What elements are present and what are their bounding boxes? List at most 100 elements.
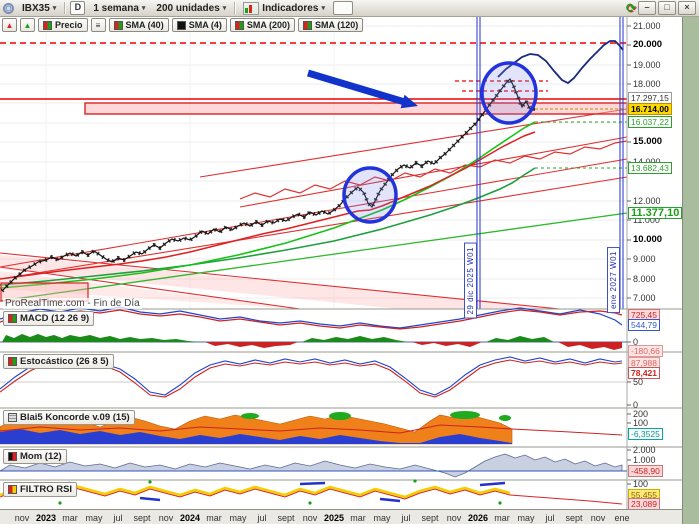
x-axis-year-label: 2023 xyxy=(35,513,57,523)
sma200-legend-chip[interactable]: SMA (200) xyxy=(229,18,296,32)
extra-toolbar-button[interactable] xyxy=(332,1,353,15)
x-axis-label: sept xyxy=(133,513,151,523)
timeframe-label: 1 semana xyxy=(93,2,139,14)
chart-canvas[interactable] xyxy=(0,17,682,509)
sma120-color-icon xyxy=(303,20,313,30)
sma200-value-label: 13.682,43 xyxy=(628,162,672,174)
price-tick: 10.000 xyxy=(633,234,663,245)
koncorde-color-icon xyxy=(8,413,17,422)
timeframe-dropdown[interactable]: 1 semana ▾ xyxy=(90,2,148,15)
sma40-legend-chip[interactable]: SMA (40) xyxy=(108,18,169,32)
x-axis-label: may xyxy=(85,513,103,523)
close-button[interactable]: × xyxy=(678,1,696,15)
rsi-yellow-line xyxy=(0,484,511,499)
rsi-green-dots xyxy=(58,479,502,505)
time-axis[interactable]: nov 2023 mar may jul sept nov 2024 mar m… xyxy=(0,509,682,524)
move-up-green-button[interactable]: ▲ xyxy=(20,18,35,32)
sma4-color-icon xyxy=(176,20,186,30)
x-axis-year-label: 2025 xyxy=(323,513,345,523)
minimize-button[interactable]: – xyxy=(638,1,656,15)
units-label: 200 unidades xyxy=(156,2,220,14)
price-tick: 21.000 xyxy=(633,21,661,31)
x-axis-label: nov xyxy=(446,513,462,523)
green-trendline xyxy=(0,212,628,302)
sma200-line xyxy=(0,167,536,286)
gridlines xyxy=(0,17,627,309)
projection-line xyxy=(497,40,624,85)
daily-button[interactable]: D xyxy=(70,1,86,15)
date-marker-label-1[interactable]: 29 dic 2025 W01 xyxy=(464,243,477,319)
units-dropdown[interactable]: 200 unidades ▾ xyxy=(153,2,229,15)
x-axis-label: nov xyxy=(590,513,606,523)
x-axis-year-label: 2026 xyxy=(467,513,489,523)
price-legend-chip[interactable]: Precio xyxy=(38,18,88,32)
x-axis-label: may xyxy=(517,513,535,523)
x-axis-label: sept xyxy=(421,513,439,523)
stochastic-panel-chip[interactable]: Estocástico (26 8 5) xyxy=(3,354,114,369)
rsi-red-line xyxy=(0,487,623,505)
refresh-icon[interactable]: ⟳ xyxy=(625,1,636,15)
x-axis-label: mar xyxy=(350,513,366,523)
x-axis-label: sept xyxy=(277,513,295,523)
trendline-value-label: 11.377,10 xyxy=(628,207,683,219)
price-tick: 12.000 xyxy=(633,196,661,206)
macd-line-value: 544,79 xyxy=(628,319,660,331)
sma120-legend-chip[interactable]: SMA (120) xyxy=(298,18,364,32)
stochastic-color-icon xyxy=(8,357,17,366)
indicators-dropdown[interactable]: Indicadores ▾ xyxy=(240,1,328,15)
panel-dividers xyxy=(0,308,682,481)
x-axis-label: may xyxy=(373,513,391,523)
koncorde-red-line xyxy=(0,424,623,436)
macd-panel-chip[interactable]: MACD (12 26 9) xyxy=(3,311,95,326)
koncorde-panel-chip[interactable]: Blai5 Koncorde v.09 (15) xyxy=(3,410,135,425)
chevron-down-icon: ▾ xyxy=(222,5,227,12)
x-axis-year-label: 2024 xyxy=(179,513,201,523)
workspace-link-icon[interactable] xyxy=(3,2,14,14)
indicators-label: Indicadores xyxy=(262,2,319,14)
momentum-panel-chip[interactable]: Mom (12) xyxy=(3,449,67,464)
momentum-panel xyxy=(0,453,627,478)
price-tick: 19.000 xyxy=(633,60,661,70)
x-axis-label: nov xyxy=(14,513,30,523)
koncorde-tick-100: 100 xyxy=(633,418,649,428)
sma4-legend-chip[interactable]: SMA (4) xyxy=(171,18,227,32)
sma40-line xyxy=(0,131,536,280)
price-tick: 18.000 xyxy=(633,79,661,89)
macd-histogram xyxy=(2,334,622,350)
chevron-down-icon: ▾ xyxy=(321,5,325,12)
koncorde-value: -6,3525 xyxy=(628,428,663,440)
move-up-red-button[interactable]: ▲ xyxy=(2,18,17,32)
mom-value: -458,90 xyxy=(628,465,663,477)
price-tick: 8.000 xyxy=(633,274,656,284)
mom-tick-1000: 1.000 xyxy=(633,455,656,465)
symbol-dropdown[interactable]: IBX35 ▾ xyxy=(19,2,59,15)
highlight-circle-2 xyxy=(480,61,538,125)
sma120-value-label: 16.037,22 xyxy=(628,116,672,128)
chevron-down-icon: ▾ xyxy=(52,5,57,12)
price-tick: 20.000 xyxy=(633,39,663,50)
price-tick: 15.000 xyxy=(633,136,663,147)
list-settings-button[interactable]: ≡ xyxy=(90,18,106,32)
maximize-button[interactable]: □ xyxy=(658,1,676,15)
sma200-color-icon xyxy=(234,20,244,30)
last-price-label: 16.714,00 xyxy=(628,103,672,115)
stoch-mid-tick: 50 xyxy=(633,377,644,387)
x-axis-label: mar xyxy=(206,513,222,523)
filtro-rsi-panel-title: FILTRO RSI xyxy=(20,484,73,495)
watermark: ProRealTime.com - Fin de Día xyxy=(3,298,142,309)
x-axis-label: may xyxy=(229,513,247,523)
candle-series xyxy=(0,75,535,293)
koncorde-tick-200: 200 xyxy=(633,409,649,419)
stoch-d-value: 78,421 xyxy=(628,367,660,379)
date-marker-label-2[interactable]: ene 2027 W01 xyxy=(607,247,620,314)
filtro-rsi-panel-chip[interactable]: FILTRO RSI xyxy=(3,482,78,497)
red-wavy-channel-line xyxy=(239,140,628,200)
axis-tick-marks xyxy=(627,25,631,485)
price-legend-label: Precio xyxy=(55,20,83,30)
macd-histogram-value: -180,66 xyxy=(628,345,663,357)
price-color-icon xyxy=(43,20,52,30)
vertical-date-line-1 xyxy=(476,17,481,309)
filtro-rsi-color-icon xyxy=(8,485,17,494)
sma4-legend-label: SMA (4) xyxy=(188,20,222,30)
